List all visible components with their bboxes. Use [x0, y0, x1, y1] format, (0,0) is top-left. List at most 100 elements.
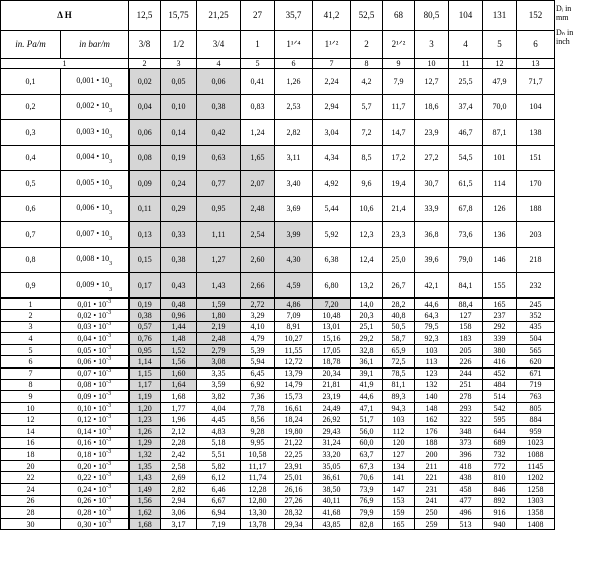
- value-cell: 88,4: [448, 297, 483, 311]
- value-cell: 2,48: [240, 195, 275, 222]
- value-cell: 2,69: [160, 471, 197, 484]
- pa-cell: 4: [0, 332, 61, 345]
- value-cell: 36,1: [350, 355, 383, 369]
- bar-value: 0,002 • 10: [76, 101, 110, 111]
- value-cell: 1,15: [127, 366, 161, 380]
- value-cell: 1,27: [196, 246, 241, 273]
- value-cell: 12,4: [350, 246, 383, 273]
- value-cell: 2,48: [196, 332, 241, 345]
- bar-exponent: 3: [109, 108, 113, 115]
- value-cell: 188: [414, 436, 449, 450]
- value-cell: 231: [414, 483, 449, 496]
- value-cell: 21,22: [274, 436, 313, 450]
- pa-cell: 6: [0, 355, 61, 369]
- value-cell: 3,17: [160, 517, 197, 531]
- value-cell: 484: [482, 378, 517, 392]
- value-cell: 1,43: [127, 471, 161, 484]
- pa-cell: 0,6: [0, 195, 61, 222]
- bar-exponent: -3: [106, 356, 112, 363]
- value-cell: 14,7: [382, 119, 415, 146]
- table-row: 18 0,18 • 10-3 1,32 2,42 5,51 10,58 22,25 33,20…: [0, 448, 555, 461]
- value-cell: 22,25: [274, 448, 313, 461]
- bar-value: 0,008 • 10: [76, 254, 110, 264]
- value-cell: 3,59: [196, 378, 241, 392]
- value-cell: 292: [482, 320, 517, 334]
- value-cell: 0,43: [160, 272, 197, 299]
- bar-exponent: -3: [106, 460, 112, 467]
- value-cell: 44,6: [414, 297, 449, 311]
- value-cell: 50,5: [382, 320, 415, 334]
- flow-rate-table: Δ H 12,5 15,75 21,25 27 35,7 41,2 52,5 68 80,5 104…: [0, 0, 555, 531]
- value-cell: 245: [516, 297, 555, 311]
- bar-value: 0,22 • 10: [77, 473, 107, 483]
- value-cell: 29,43: [312, 425, 351, 438]
- mm-size-header: 80,5: [414, 0, 449, 31]
- value-cell: 12,7: [414, 68, 449, 95]
- bar-cell: 0,16 • 10-3: [60, 436, 129, 450]
- table-row: 1 0,01 • 10-3 0,19 0,48 1,59 2,72 4,86 7,20 14,0…: [0, 297, 555, 311]
- value-cell: 1202: [516, 471, 555, 484]
- bar-value: 0,02 • 10: [77, 310, 107, 320]
- value-cell: 87,1: [482, 119, 517, 146]
- value-cell: 16,61: [274, 401, 313, 415]
- value-cell: 2,82: [274, 119, 313, 146]
- value-cell: 10,58: [240, 448, 275, 461]
- table-row: 0,4 0,004 • 103 0,08 0,19 0,63 1,65 3,11 4,34 8,…: [0, 144, 555, 171]
- value-cell: 0,19: [127, 297, 161, 311]
- table-row: 0,7 0,007 • 103 0,13 0,33 1,11 2,54 3,99 5,92 12…: [0, 221, 555, 248]
- inch-size-header: 2: [350, 30, 383, 59]
- value-cell: 6,12: [196, 471, 241, 484]
- value-cell: 29,2: [350, 332, 383, 345]
- value-cell: 0,09: [127, 170, 161, 197]
- bar-exponent: -3: [106, 368, 112, 375]
- value-cell: 2,19: [196, 320, 241, 334]
- column-number: 4: [196, 58, 241, 69]
- value-cell: 7,36: [240, 390, 275, 403]
- value-cell: 94,3: [382, 401, 415, 415]
- bar-cell: 0,03 • 10-3: [60, 320, 129, 334]
- value-cell: 293: [448, 401, 483, 415]
- value-cell: 0,76: [127, 332, 161, 345]
- value-cell: 5,39: [240, 343, 275, 357]
- value-cell: 1303: [516, 494, 555, 508]
- value-cell: 4,45: [196, 413, 241, 427]
- bar-cell: 0,004 • 103: [60, 144, 129, 171]
- table-row: 26 0,26 • 10-3 1,56 2,94 6,67 12,80 27,26 40,11…: [0, 494, 555, 508]
- value-cell: 27,26: [274, 494, 313, 508]
- bar-cell: 0,24 • 10-3: [60, 483, 129, 496]
- value-cell: 244: [448, 366, 483, 380]
- bar-cell: 0,28 • 10-3: [60, 506, 129, 519]
- value-cell: 241: [414, 494, 449, 508]
- value-cell: 89,3: [382, 390, 415, 403]
- value-cell: 6,38: [312, 246, 351, 273]
- value-cell: 2,60: [240, 246, 275, 273]
- pa-cell: 7: [0, 366, 61, 380]
- value-cell: 112: [382, 425, 415, 438]
- bar-cell: 0,01 • 10-3: [60, 297, 129, 311]
- value-cell: 79,5: [414, 320, 449, 334]
- header-row-inch: in. Pa/m in bar/m 3/8 1/2 3/4 1 1¹ᐟ⁴ 1¹ᐟ² 2 2¹ᐟ² 3…: [0, 30, 555, 59]
- bar-cell: 0,07 • 10-3: [60, 366, 129, 380]
- bar-value: 0,009 • 10: [76, 279, 110, 289]
- value-cell: 23,9: [414, 119, 449, 146]
- table-row: 0,8 0,008 • 103 0,15 0,38 1,27 2,60 4,30 6,38 12…: [0, 246, 555, 273]
- value-cell: 0,19: [160, 144, 197, 171]
- table-row: 14 0,14 • 10-3 1,26 2,12 4,83 9,28 19,80 29,43 5…: [0, 425, 555, 438]
- bar-exponent: -3: [106, 309, 112, 316]
- value-cell: 1,24: [240, 119, 275, 146]
- value-cell: 3,11: [274, 144, 313, 171]
- value-cell: 73,9: [350, 483, 383, 496]
- value-cell: 84,1: [448, 272, 483, 299]
- value-cell: 30,7: [414, 170, 449, 197]
- value-cell: 1,26: [127, 425, 161, 438]
- bar-value: 0,12 • 10: [77, 415, 107, 425]
- value-cell: 7,20: [312, 297, 351, 311]
- value-cell: 496: [448, 506, 483, 519]
- inch-size-header: 4: [448, 30, 483, 59]
- value-cell: 1145: [516, 459, 555, 473]
- value-cell: 13,30: [240, 506, 275, 519]
- value-cell: 82,8: [350, 517, 383, 531]
- inch-size-header: 1¹ᐟ⁴: [274, 30, 313, 59]
- mm-size-header: 12,5: [128, 0, 161, 31]
